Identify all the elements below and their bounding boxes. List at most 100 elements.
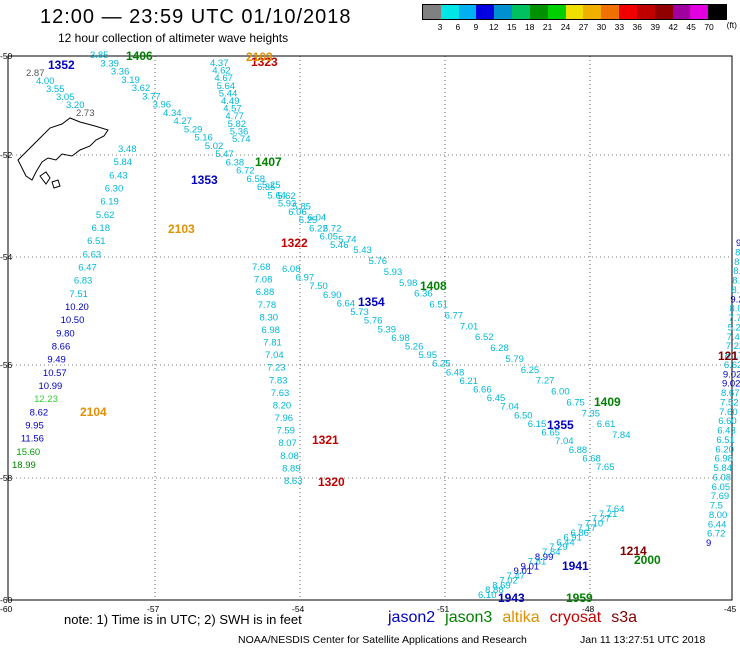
swh-value: 5.95 — [419, 350, 438, 361]
swh-value: 6.86 — [570, 528, 589, 539]
mission-legend: jason2 jason3 altika cryosat s3a — [388, 609, 647, 627]
swh-value: 6.05 — [712, 482, 731, 493]
swh-value: 6.66 — [473, 385, 492, 396]
pass-id-label: 121 — [718, 349, 738, 363]
swh-value: 9 — [706, 538, 711, 549]
swh-value: 6.10 — [478, 590, 497, 601]
swh-value: 6.30 — [105, 184, 124, 195]
swh-value: 7.65 — [596, 462, 615, 473]
pass-id-label: 2103 — [168, 222, 195, 236]
credit-line: NOAA/NESDIS Center for Satellite Applica… — [238, 634, 527, 646]
swh-value: 7.96 — [275, 413, 294, 424]
color-scale-cell — [565, 5, 584, 19]
swh-value: 5.64 — [267, 190, 286, 201]
swh-value: 6.88 — [256, 287, 275, 298]
pass-id-label: 2103 — [246, 50, 273, 64]
swh-value: 7.64 — [606, 504, 625, 515]
swh-value: 5.02 — [205, 141, 224, 152]
lat-label: -60 — [0, 595, 13, 605]
swh-value: 6.04 — [308, 213, 327, 224]
swh-value: 5.85 — [292, 202, 311, 213]
swh-value: 6.52 — [475, 332, 494, 343]
swh-value: 5.24 — [728, 322, 740, 333]
color-scale-cell — [476, 5, 495, 19]
swh-value: 8.8 — [734, 257, 740, 268]
swh-value: 15.60 — [16, 447, 40, 458]
swh-value: 5.29 — [184, 124, 203, 135]
swh-value: 7.59 — [276, 426, 295, 437]
color-scale-cell — [529, 5, 548, 19]
swh-value: 6.08 — [282, 264, 301, 275]
swh-value: 4.00 — [36, 76, 55, 87]
island-outline — [51, 179, 61, 189]
color-scale-cell — [440, 5, 459, 19]
swh-value: 7.35 — [582, 408, 601, 419]
color-scale-legend: 3 6 9 12 15 18 21 24 27 30 33 36 39 42 45 70 (ft) — [422, 4, 737, 36]
swh-value: 6.47 — [78, 263, 97, 274]
swh-value: 6.25 — [521, 365, 540, 376]
swh-value: 8.08 — [280, 451, 299, 462]
lon-label: -57 — [147, 604, 160, 614]
pass-id-label: 1323 — [251, 55, 278, 69]
swh-value: 7.63 — [271, 388, 290, 399]
swh-value: 6.19 — [100, 197, 119, 208]
pass-id-label: 1407 — [255, 155, 282, 169]
color-scale-cell — [690, 5, 709, 19]
swh-value: 6.38 — [226, 157, 245, 168]
swh-value: 8.36 — [732, 276, 740, 287]
color-scale-tick-label: 6 — [455, 22, 461, 32]
swh-value: 4.34 — [163, 108, 182, 119]
color-scale-tick-label: 42 — [668, 22, 678, 32]
map-title: 12:00 — 23:59 UTC 01/10/2018 — [40, 6, 352, 28]
swh-value: 7.5 — [710, 501, 723, 512]
color-scale-tick-label: 3 — [437, 22, 443, 32]
color-scale-unit: (ft) — [726, 20, 737, 30]
swh-value: 8.62 — [30, 407, 48, 418]
swh-value: 7.04 — [500, 402, 519, 413]
swh-value: 7.27 — [592, 514, 611, 525]
swh-value: 8.00 — [709, 510, 728, 521]
swh-value: 11.56 — [21, 434, 44, 445]
mission-cryosat: cryosat — [549, 609, 602, 626]
pass-id-label: 1321 — [312, 433, 339, 447]
color-scale-cell — [458, 5, 477, 19]
swh-value: 6.48 — [446, 367, 465, 378]
swh-value: 5.84 — [114, 157, 133, 168]
swh-value: 6.62 — [724, 360, 740, 371]
pass-id-label: 1320 — [318, 475, 345, 489]
swh-value: 3.36 — [111, 67, 130, 78]
swh-value: 5.43 — [353, 245, 372, 256]
lon-label: -45 — [724, 604, 737, 614]
swh-value: 5.79 — [505, 354, 524, 365]
pass-id-label: 1941 — [562, 559, 589, 573]
mission-altika: altika — [502, 609, 540, 626]
pass-id-label: 1409 — [594, 395, 621, 409]
swh-value: 5.36 — [230, 126, 249, 137]
swh-value: 3.05 — [56, 92, 75, 103]
swh-value: 6.68 — [582, 453, 601, 464]
swh-value: 9 — [736, 238, 740, 249]
swh-value: 7.83 — [269, 375, 288, 386]
swh-value: 8.00 — [729, 304, 740, 315]
swh-value: 7.79 — [729, 313, 740, 324]
swh-value: 6.90 — [323, 290, 342, 301]
pass-id-label: 1354 — [358, 295, 385, 309]
swh-value: 9.01 — [514, 566, 533, 577]
swh-value: 6.98 — [391, 333, 410, 344]
swh-value: 4.37 — [210, 58, 229, 69]
swh-value: 3.62 — [132, 83, 151, 94]
color-scale-cell — [601, 5, 620, 19]
swh-value: 7.29 — [549, 542, 568, 553]
swh-value: 5.82 — [228, 119, 247, 130]
swh-value: 10.50 — [61, 315, 85, 326]
swh-value: 6.75 — [566, 397, 585, 408]
swh-value: 6.45 — [487, 393, 506, 404]
swh-value: 7.69 — [711, 491, 730, 502]
swh-value: 3.55 — [46, 84, 65, 95]
swh-value: 9.02 — [722, 379, 740, 390]
pass-id-label: 1408 — [420, 279, 447, 293]
swh-value: 7.43 — [727, 332, 740, 343]
swh-value: 7.17 — [578, 523, 597, 534]
mission-jason3: jason3 — [445, 609, 493, 626]
swh-value: 7.02 — [499, 576, 518, 587]
